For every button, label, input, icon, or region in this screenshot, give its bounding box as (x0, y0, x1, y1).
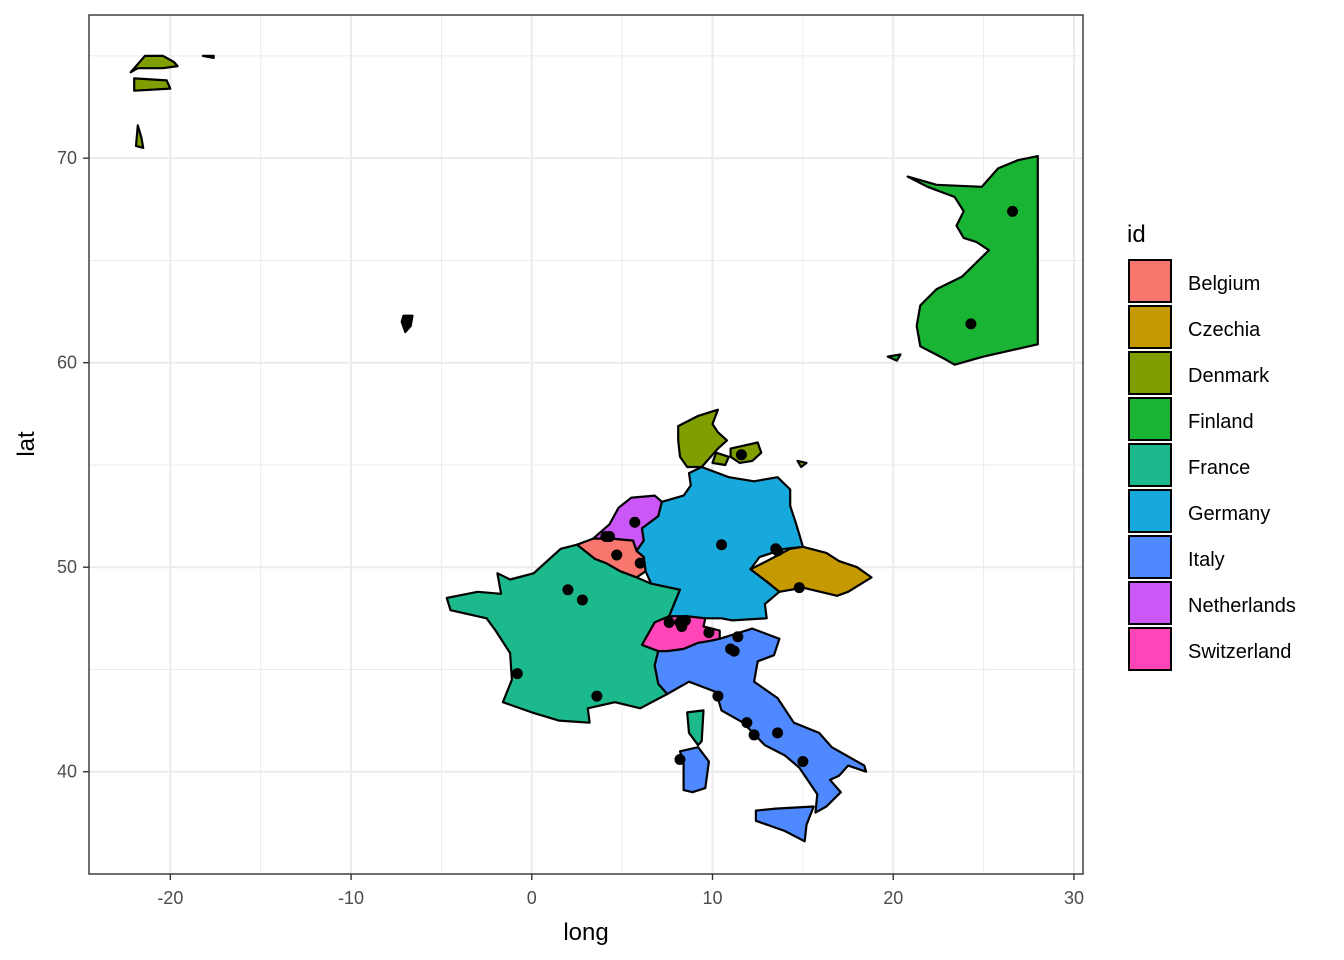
city-point (728, 645, 740, 657)
y-tick-label: 60 (57, 353, 77, 373)
y-axis-title: lat (13, 431, 40, 457)
city-point (716, 539, 728, 551)
city-point (741, 717, 753, 729)
region-denmark (796, 459, 808, 469)
region-none (400, 314, 414, 334)
city-point (634, 557, 646, 569)
x-tick-label: 20 (883, 888, 903, 908)
legend-label-denmark: Denmark (1188, 365, 1270, 387)
x-tick-label: 30 (1064, 888, 1084, 908)
legend-key-finland (1128, 397, 1172, 441)
x-tick-label: -20 (157, 888, 183, 908)
region-denmark (711, 451, 730, 467)
city-point (663, 616, 675, 628)
city-point (712, 690, 724, 702)
city-point (576, 594, 588, 606)
city-point (732, 631, 744, 643)
region-france (686, 709, 705, 747)
region-italy (754, 805, 815, 843)
city-point (674, 753, 686, 765)
legend-label-italy: Italy (1188, 549, 1225, 571)
city-point (793, 582, 805, 594)
legend-label-czechia: Czechia (1188, 319, 1261, 341)
legend-key-belgium (1128, 259, 1172, 303)
legend-key-denmark (1128, 351, 1172, 395)
x-tick-label: -10 (338, 888, 364, 908)
region-denmark (201, 54, 215, 59)
legend-key-germany (1128, 489, 1172, 533)
x-axis-title: long (563, 919, 608, 946)
y-axis: 40 50 60 70 (57, 148, 89, 782)
legend-key-czechia (1128, 305, 1172, 349)
legend-label-finland: Finland (1188, 411, 1254, 433)
region-italy (678, 746, 710, 794)
y-tick-label: 40 (57, 762, 77, 782)
legend-label-belgium: Belgium (1188, 273, 1260, 295)
x-axis: -20 -10 0 10 20 30 (157, 874, 1084, 908)
city-point (797, 756, 809, 768)
city-point (679, 614, 691, 626)
city-point (591, 690, 603, 702)
region-denmark (677, 408, 729, 469)
region-czechia (749, 545, 873, 597)
x-tick-label: 10 (702, 888, 722, 908)
region-italy (653, 627, 868, 814)
legend-key-france (1128, 443, 1172, 487)
city-point (511, 668, 523, 680)
panel-border (88, 14, 1084, 875)
region-denmark (129, 54, 179, 74)
y-tick-label: 50 (57, 557, 77, 577)
city-point (603, 531, 615, 543)
region-finland (906, 155, 1039, 366)
legend-title: id (1127, 221, 1146, 248)
city-point (772, 545, 784, 557)
region-denmark (134, 124, 145, 149)
y-tick-label: 70 (57, 148, 77, 168)
legend-key-switzerland (1128, 627, 1172, 671)
region-denmark (133, 77, 172, 92)
legend-label-germany: Germany (1188, 503, 1270, 525)
city-point (748, 729, 760, 741)
x-tick-label: 0 (527, 888, 537, 908)
city-point (629, 516, 641, 528)
legend-key-italy (1128, 535, 1172, 579)
legend-label-netherlands: Netherlands (1188, 595, 1296, 617)
city-point (735, 449, 747, 461)
city-point (965, 318, 977, 330)
city-point (703, 627, 715, 639)
city-point (772, 727, 784, 739)
legend-key-netherlands (1128, 581, 1172, 625)
legend-label-france: France (1188, 457, 1250, 479)
region-finland (886, 353, 902, 362)
city-point (1007, 205, 1019, 217)
city-points (511, 205, 1019, 768)
legend: id Belgium Czechia Denmark Finland France Ger… (1127, 221, 1296, 671)
city-point (562, 584, 574, 596)
city-point (611, 549, 623, 561)
legend-label-switzerland: Switzerland (1188, 641, 1291, 663)
